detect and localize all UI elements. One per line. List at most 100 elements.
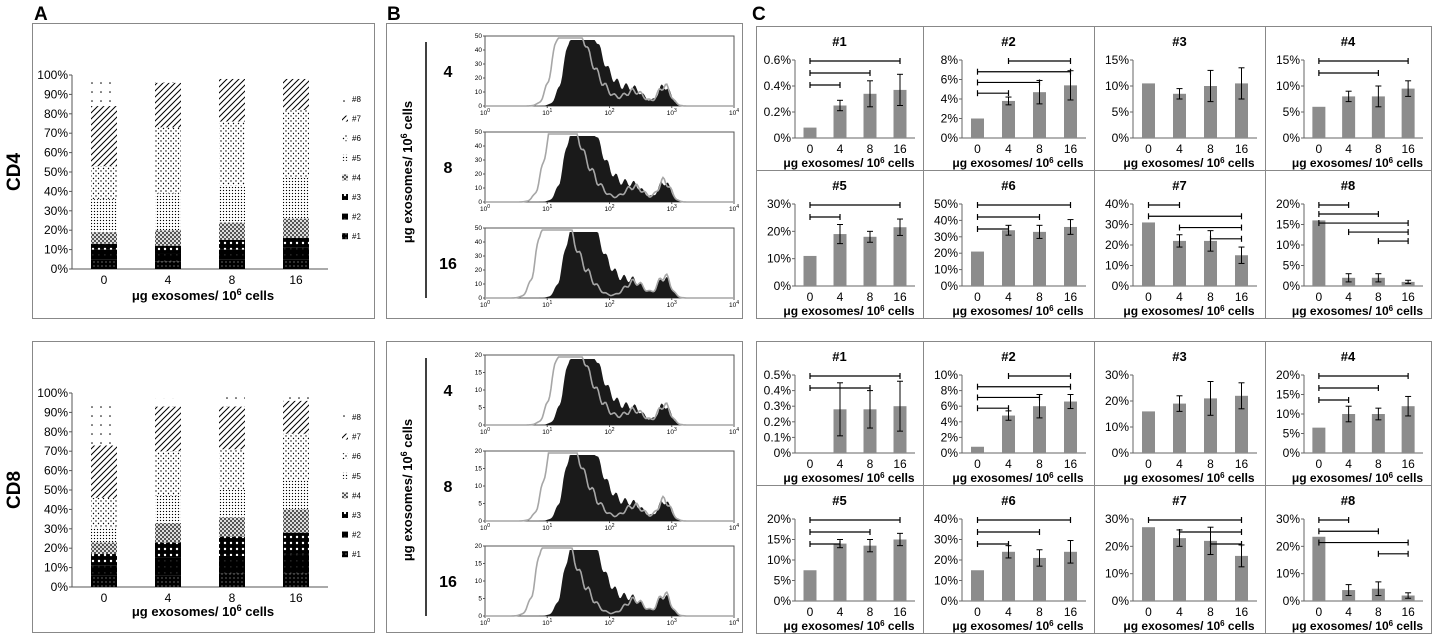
a-cd8-legend-swatch bbox=[342, 453, 348, 460]
c-cd8-chart-5-title: #5 bbox=[832, 493, 846, 508]
a-cd8-legend-swatch bbox=[342, 512, 348, 518]
c-cd4-chart-4-bar-16 bbox=[1401, 88, 1415, 138]
c-cd8-chart-7-ytick-label: 0% bbox=[1112, 594, 1130, 608]
c-cd8-chart-6-ytick-label: 40% bbox=[934, 512, 958, 526]
c-cd4-chart-7-bar-16 bbox=[1235, 255, 1248, 286]
b-cd4-xtick-label: 101 bbox=[542, 300, 552, 309]
a-cd8-legend-swatch bbox=[342, 414, 348, 420]
c-cd4-chart-6-xtick-label: 8 bbox=[1036, 290, 1043, 304]
c-cd8-chart-7-bar-0 bbox=[1142, 527, 1155, 601]
a-cd4-legend-label: #3 bbox=[352, 193, 361, 202]
c-cd8-chart-2-ytick-label: 10% bbox=[934, 368, 958, 382]
b-cd8-xtick-label: 102 bbox=[604, 523, 614, 532]
a-cd8-bar-seg-s6 bbox=[219, 449, 245, 490]
c-cd8-chart-4-bar-8 bbox=[1371, 414, 1385, 453]
c-cd8-chart-3-ytick-label: 0% bbox=[1112, 446, 1130, 460]
c-cd4-chart-1-ytick-label: 0% bbox=[774, 131, 792, 145]
c-cd4-chart-6-bar-4 bbox=[1002, 230, 1015, 286]
c-cd8-chart-2-ytick-label: 2% bbox=[941, 430, 959, 444]
c-cd8-chart-4-bar-0 bbox=[1312, 427, 1326, 453]
b-cd4-hist-line bbox=[485, 37, 734, 107]
c-cd4-chart-2-ytick-label: 8% bbox=[941, 53, 959, 67]
a-cd4-ytick-label: 50% bbox=[44, 165, 68, 179]
c-cd8-chart-8-xtick-label: 8 bbox=[1375, 605, 1382, 619]
a-cd8-xtick-label: 16 bbox=[289, 591, 303, 605]
a-cd4-bar-seg-s4 bbox=[91, 232, 117, 244]
b-cd8-ytick-label: 15 bbox=[475, 370, 483, 377]
a-cd4-legend-swatch bbox=[342, 174, 348, 181]
a-cd8-legend-label: #7 bbox=[352, 433, 361, 442]
b-cd4-hist-line bbox=[485, 133, 734, 203]
a-cd4-bar-seg-s7 bbox=[155, 82, 181, 128]
a-cd4-legend-swatch bbox=[342, 96, 348, 102]
c-cd8-chart-7-ytick-label: 10% bbox=[1105, 567, 1129, 581]
a-cd8-xtick-label: 0 bbox=[101, 591, 108, 605]
c-cd4-chart-1-xtick-label: 0 bbox=[807, 142, 814, 156]
c-cd8-chart-5-bar-8 bbox=[863, 545, 877, 601]
b-cd4-xtick-label: 100 bbox=[480, 204, 490, 213]
b-cd4-ytick-label: 10 bbox=[475, 185, 483, 192]
c-cd4-chart-4-ytick-label: 10% bbox=[1276, 79, 1300, 93]
c-cd8-chart-2-ytick-label: 4% bbox=[941, 415, 959, 429]
a-cd8-bar-seg-s2 bbox=[155, 557, 181, 576]
c-cd4-chart-7-xtick-label: 8 bbox=[1207, 290, 1214, 304]
a-cd4-ytick-label: 90% bbox=[44, 87, 68, 101]
a-cd8-bar-seg-s5 bbox=[219, 490, 245, 518]
c-cd8-chart-5-ytick-label: 5% bbox=[774, 574, 792, 588]
c-cd4-chart-7-ytick-label: 20% bbox=[1105, 238, 1129, 252]
b-cd4-row-label-8: 8 bbox=[444, 160, 453, 177]
c-cd8-chart-3-bar-4 bbox=[1173, 403, 1186, 453]
c-cd4-chart-5-bar-4 bbox=[833, 234, 847, 286]
c-cd4-chart-7-ytick-label: 10% bbox=[1105, 259, 1129, 273]
c-cd4-chart-1-bar-0 bbox=[803, 127, 817, 138]
a-cd8-legend-label: #4 bbox=[352, 491, 361, 500]
c-cd4-chart-1-xtick-label: 8 bbox=[867, 142, 874, 156]
c-cd4-chart-5-xtick-label: 0 bbox=[807, 290, 814, 304]
c-cd8-chart-8-xtick-label: 4 bbox=[1345, 605, 1352, 619]
c-cd8-chart-5-xtick-label: 0 bbox=[807, 605, 814, 619]
c-cd4-chart-7-xtick-label: 4 bbox=[1176, 290, 1183, 304]
c-cd4-chart-3-xtick-label: 4 bbox=[1176, 142, 1183, 156]
c-cd4-chart-7-xlabel: μg exosomes/ 106 cells bbox=[1123, 304, 1255, 318]
c-cd4-chart-7-ytick-label: 40% bbox=[1105, 197, 1129, 211]
a-cd4-bar-seg-s7 bbox=[283, 78, 309, 110]
c-cd4-chart-1-xlabel: μg exosomes/ 106 cells bbox=[783, 156, 915, 170]
a-cd8-legend-swatch bbox=[342, 472, 348, 479]
c-cd8-chart-5-bar-16 bbox=[893, 539, 907, 601]
c-cd4-chart-4-ytick-label: 15% bbox=[1276, 53, 1300, 67]
c-cd4-chart-1-bar-4 bbox=[833, 105, 847, 138]
c-cd4-chart-1-xtick-label: 4 bbox=[837, 142, 844, 156]
c-cd8-chart-6-ytick-label: 30% bbox=[934, 533, 958, 547]
b-cd4-xtick-label: 100 bbox=[480, 108, 490, 117]
c-cd4-chart-2-title: #2 bbox=[1001, 34, 1015, 49]
c-cd4-chart-2-bar-0 bbox=[971, 118, 984, 138]
c-cd4-chart-5-bar-0 bbox=[803, 255, 817, 286]
b-cd4-hist-filled bbox=[485, 232, 734, 298]
c-cd8-chart-4-ytick-label: 20% bbox=[1276, 368, 1300, 382]
a-cd4-bar-seg-s8 bbox=[283, 76, 309, 79]
c-cd4-chart-7-bar-8 bbox=[1204, 240, 1217, 286]
c-cd8-chart-2-xtick-label: 8 bbox=[1036, 457, 1043, 471]
b-cd4-ytick-label: 40 bbox=[475, 47, 483, 54]
c-cd4-chart-2-ytick-label: 6% bbox=[941, 73, 959, 87]
b-cd4-xtick-label: 104 bbox=[729, 108, 739, 117]
c-cd8-chart-1-ytick-label: 0.4% bbox=[764, 384, 792, 398]
panel-label-c: C bbox=[752, 4, 766, 25]
c-cd4-chart-6-ytick-label: 10% bbox=[934, 263, 958, 277]
c-cd8-chart-4-title: #4 bbox=[1341, 349, 1356, 364]
b-cd4-ytick-label: 20 bbox=[475, 267, 483, 274]
b-cd8-xtick-label: 102 bbox=[604, 618, 614, 627]
b-cd8-hist-line bbox=[485, 547, 734, 617]
c-cd8-chart-7-title: #7 bbox=[1172, 493, 1186, 508]
a-cd4-legend-swatch bbox=[342, 135, 348, 142]
c-cd8-chart-3-xtick-label: 4 bbox=[1176, 457, 1183, 471]
c-cd8-chart-2-xtick-label: 4 bbox=[1005, 457, 1012, 471]
c-cd4-chart-2-xtick-label: 8 bbox=[1036, 142, 1043, 156]
c-cd8-chart-4-bar-4 bbox=[1342, 414, 1356, 453]
c-cd8-chart-1-bar-8 bbox=[863, 409, 877, 453]
c-cd8-chart-2-xtick-label: 16 bbox=[1064, 457, 1078, 471]
a-cd4-ytick-label: 40% bbox=[44, 184, 68, 198]
c-cd8-chart-2-ytick-label: 0% bbox=[941, 446, 959, 460]
c-cd8-chart-1-ytick-label: 0.3% bbox=[764, 399, 792, 413]
a-cd8-bar-seg-s6 bbox=[283, 433, 309, 481]
